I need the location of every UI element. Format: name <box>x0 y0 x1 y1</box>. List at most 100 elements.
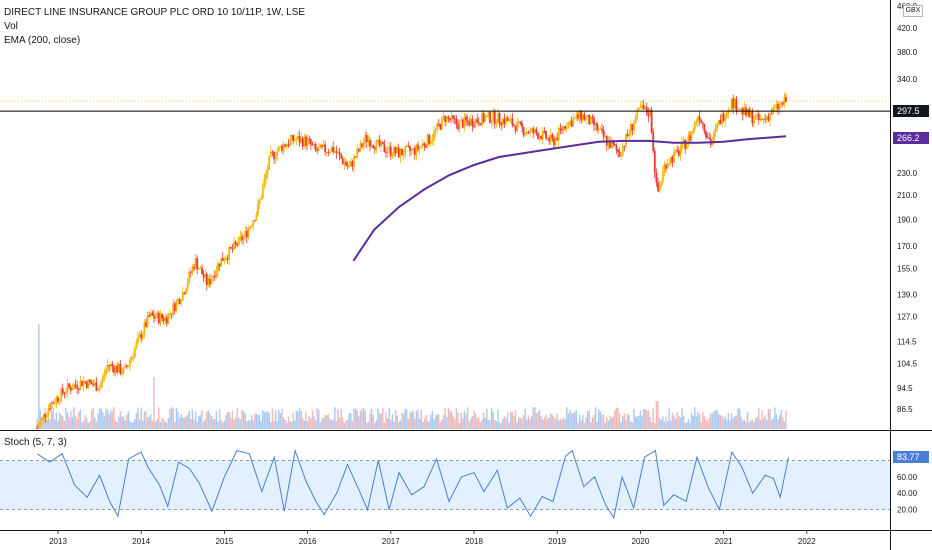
volume-bar <box>322 417 325 429</box>
volume-bar <box>220 420 222 429</box>
candle-body <box>95 382 98 391</box>
candle-body <box>650 109 653 133</box>
currency-badge[interactable]: GBX <box>903 5 923 17</box>
candle-body <box>538 136 541 139</box>
volume-bar <box>300 410 302 429</box>
volume-bar <box>63 420 66 429</box>
volume-bar <box>470 418 472 429</box>
volume-bar <box>642 409 645 429</box>
candle-body <box>493 112 496 124</box>
candle-body <box>269 151 272 157</box>
candle-body <box>377 139 379 141</box>
volume-bar <box>57 421 59 429</box>
volume-bar <box>610 418 613 429</box>
candle-body <box>721 113 723 125</box>
candle-body <box>233 241 235 250</box>
volume-bar <box>450 411 453 429</box>
candle-body <box>97 389 99 391</box>
candle-body <box>66 383 69 393</box>
volume-bar <box>487 420 490 429</box>
volume-bar <box>474 413 477 429</box>
candle-body <box>82 381 85 386</box>
candle-body <box>356 149 359 158</box>
volume-bar <box>265 411 267 429</box>
candle-body <box>751 111 754 124</box>
price-tick-label: 190.0 <box>897 215 918 224</box>
volume-bar <box>358 416 360 429</box>
candle-body <box>703 123 706 132</box>
candle-body <box>570 120 573 127</box>
candle-body <box>783 97 786 105</box>
volume-bar <box>278 409 280 429</box>
volume-bar <box>702 411 704 429</box>
stoch-tick-label: 20.00 <box>897 506 918 515</box>
volume-bar <box>522 414 525 429</box>
volume-bar <box>230 417 232 429</box>
candle-body <box>325 151 328 153</box>
volume-bar <box>254 413 256 429</box>
volume-bar <box>71 417 74 429</box>
candle-body <box>153 315 155 319</box>
volume-bar <box>98 408 101 429</box>
volume-bar <box>378 413 381 429</box>
volume-bar <box>276 421 278 429</box>
candle-body <box>149 312 152 317</box>
volume-bar <box>465 414 467 429</box>
volume-bar <box>158 407 160 429</box>
volume-bar <box>374 422 376 429</box>
volume-bar <box>362 408 365 429</box>
volume-bar <box>566 407 568 429</box>
volume-bar <box>222 422 224 429</box>
legend-symbol: DIRECT LINE INSURANCE GROUP PLC ORD 10 1… <box>4 7 306 18</box>
candle-body <box>674 149 677 153</box>
volume-bar <box>686 422 688 429</box>
volume-bar <box>574 411 576 429</box>
candle-body <box>585 117 587 120</box>
volume-bar <box>537 412 539 429</box>
candle-body <box>202 274 205 278</box>
volume-bar <box>612 416 614 429</box>
volume-bar <box>535 413 538 429</box>
volume-bar <box>242 410 245 429</box>
candle-body <box>469 118 472 126</box>
candle-body <box>516 121 519 132</box>
candle-body <box>460 119 463 121</box>
candle-body <box>73 384 75 390</box>
volume-bar <box>684 422 686 429</box>
volume-bar <box>428 422 430 429</box>
volume-bar <box>116 422 118 429</box>
candle-body <box>354 156 357 158</box>
candle-body <box>514 125 517 132</box>
volume-bar <box>305 411 307 429</box>
volume-bar <box>332 420 334 429</box>
volume-bar <box>89 421 91 429</box>
volume-bar <box>100 408 102 429</box>
volume-bar <box>682 415 685 429</box>
candle-body <box>676 149 679 151</box>
volume-bar <box>638 415 640 429</box>
volume-bar <box>193 419 195 429</box>
candle-body <box>178 299 181 304</box>
volume-bar <box>174 421 176 429</box>
volume-bar <box>270 422 272 429</box>
volume-bar <box>618 413 621 429</box>
candle-body <box>71 389 74 391</box>
candle-body <box>725 112 728 119</box>
volume-bar <box>215 411 218 429</box>
volume-bar <box>471 416 474 429</box>
candle-body <box>577 114 579 119</box>
volume-bar <box>561 419 563 429</box>
candle-body <box>205 274 208 286</box>
volume-bar <box>695 416 698 429</box>
volume-bar <box>218 409 221 429</box>
candle-body <box>197 268 200 270</box>
candle-body <box>385 151 387 154</box>
volume-bar <box>604 422 606 429</box>
volume-bar <box>462 418 464 429</box>
volume-bar <box>284 420 286 429</box>
candle-body <box>185 289 187 294</box>
candle-body <box>389 146 392 156</box>
candle-body <box>100 382 103 388</box>
candle-body <box>593 118 595 126</box>
